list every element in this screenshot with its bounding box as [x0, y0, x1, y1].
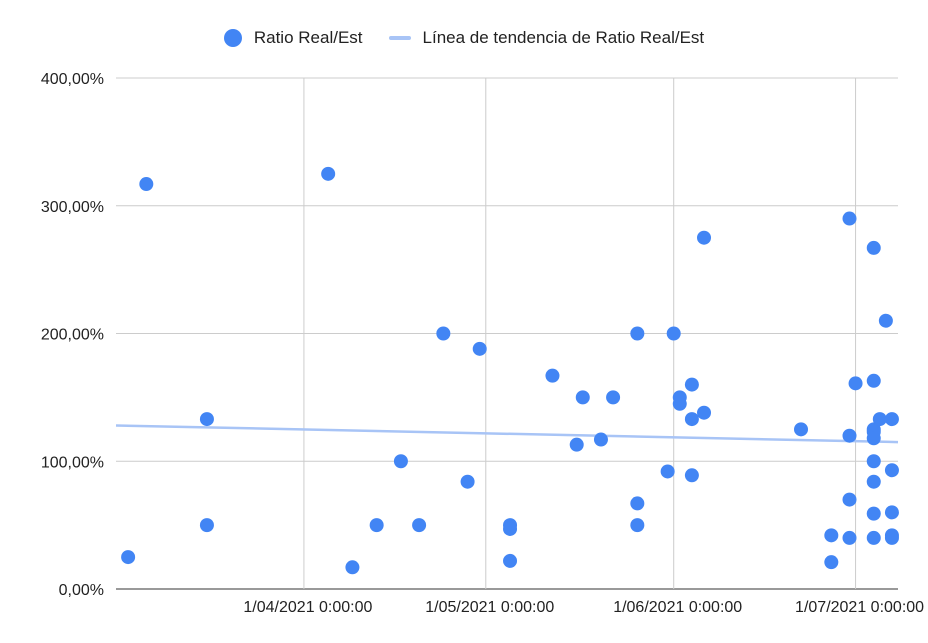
data-point — [824, 528, 839, 543]
data-point — [848, 376, 863, 391]
data-point — [794, 422, 809, 437]
data-point — [139, 177, 154, 192]
data-point — [436, 326, 451, 341]
data-point — [672, 396, 687, 411]
data-point — [866, 373, 881, 388]
x-tick-label: 1/06/2021 0:00:00 — [613, 599, 742, 616]
data-point — [866, 454, 881, 469]
data-point — [369, 518, 384, 533]
data-point — [606, 390, 621, 405]
data-point — [872, 412, 887, 427]
x-tick-label: 1/05/2021 0:00:00 — [425, 599, 554, 616]
data-point — [878, 313, 893, 328]
data-point — [824, 555, 839, 570]
y-tick-label: 0,00% — [59, 582, 104, 599]
data-point — [866, 474, 881, 489]
y-tick-label: 100,00% — [41, 454, 104, 471]
legend-series-label: Ratio Real/Est — [253, 28, 363, 47]
legend-series-marker-icon — [223, 29, 242, 47]
legend-item-trendline[interactable]: Línea de tendencia de Ratio Real/Est — [388, 28, 705, 48]
data-point — [684, 468, 699, 483]
data-point — [884, 412, 899, 427]
data-point — [842, 492, 857, 507]
data-point — [666, 326, 681, 341]
data-point — [866, 506, 881, 521]
data-point — [842, 211, 857, 226]
legend-trendline-marker-icon — [388, 36, 411, 40]
data-point — [842, 530, 857, 545]
data-point — [842, 428, 857, 443]
y-tick-label: 200,00% — [41, 327, 104, 344]
data-point — [866, 240, 881, 255]
data-point — [199, 518, 214, 533]
data-point — [684, 377, 699, 392]
data-point — [412, 518, 427, 533]
legend: Ratio Real/Est Línea de tendencia de Rat… — [0, 24, 928, 52]
trendline — [115, 424, 899, 444]
data-point — [569, 437, 584, 452]
data-point — [884, 505, 899, 520]
data-point — [866, 530, 881, 545]
legend-item-series[interactable]: Ratio Real/Est — [223, 28, 363, 48]
data-point — [630, 496, 645, 511]
data-point — [593, 432, 608, 447]
data-point — [503, 521, 518, 536]
data-point — [460, 474, 475, 489]
data-point — [630, 326, 645, 341]
x-tick-label: 1/07/2021 0:00:00 — [795, 599, 924, 616]
data-point — [884, 530, 899, 545]
data-point — [199, 412, 214, 427]
data-point — [684, 412, 699, 427]
data-point — [545, 368, 560, 383]
data-point — [697, 405, 712, 420]
data-point — [345, 560, 360, 575]
data-point — [884, 463, 899, 478]
data-point — [575, 390, 590, 405]
data-point — [866, 431, 881, 446]
data-point — [630, 518, 645, 533]
y-tick-label: 400,00% — [41, 71, 104, 88]
y-tick-label: 300,00% — [41, 199, 104, 216]
x-tick-label: 1/04/2021 0:00:00 — [243, 599, 372, 616]
data-point — [697, 230, 712, 245]
data-point — [121, 550, 136, 565]
data-point — [660, 464, 675, 479]
data-point — [503, 553, 518, 568]
data-point — [472, 341, 487, 356]
data-point — [393, 454, 408, 469]
data-point — [321, 166, 336, 181]
legend-trendline-label: Línea de tendencia de Ratio Real/Est — [422, 28, 705, 47]
